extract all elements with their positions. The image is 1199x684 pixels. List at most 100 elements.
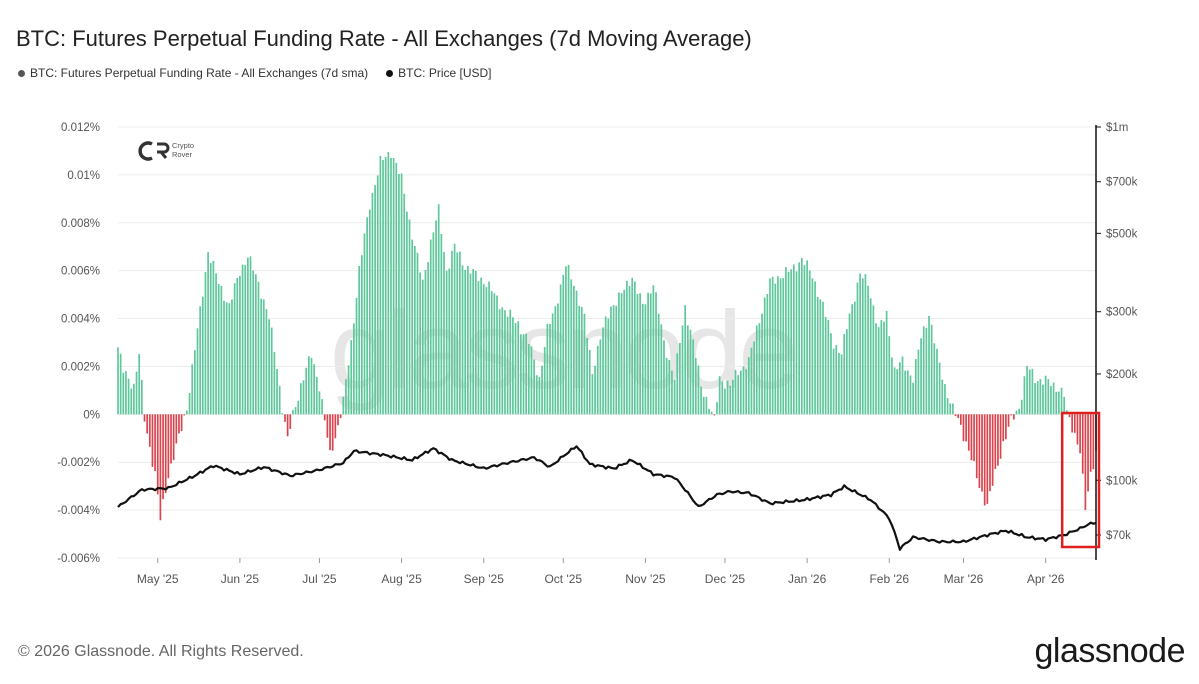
funding-bar bbox=[520, 334, 522, 415]
funding-bar bbox=[448, 268, 451, 415]
funding-bar bbox=[806, 260, 808, 415]
funding-bar bbox=[186, 410, 188, 415]
funding-bar bbox=[970, 414, 973, 461]
funding-bar bbox=[554, 306, 557, 415]
funding-bar bbox=[323, 414, 326, 421]
funding-bar bbox=[353, 323, 355, 415]
funding-bar bbox=[999, 414, 1002, 459]
watermark: glassnode bbox=[330, 289, 796, 412]
funding-bar bbox=[588, 350, 591, 415]
legend-label-funding-rate: BTC: Futures Perpetual Funding Rate - Al… bbox=[30, 66, 369, 80]
left-tick-label: 0.002% bbox=[61, 361, 100, 373]
legend-item-funding-rate[interactable]: BTC: Futures Perpetual Funding Rate - Al… bbox=[18, 66, 368, 80]
left-tick-label: 0.01% bbox=[67, 170, 100, 182]
funding-bar bbox=[920, 338, 922, 415]
funding-bar bbox=[586, 337, 588, 415]
legend-item-price[interactable]: BTC: Price [USD] bbox=[386, 66, 492, 80]
funding-bar bbox=[538, 377, 541, 415]
funding-bar bbox=[655, 292, 657, 415]
funding-bar bbox=[403, 193, 406, 415]
funding-bar bbox=[739, 370, 742, 415]
x-tick-label: Jun '25 bbox=[221, 572, 260, 586]
funding-bar bbox=[729, 385, 732, 415]
funding-bar bbox=[846, 329, 848, 415]
funding-bar bbox=[358, 266, 361, 415]
funding-bar bbox=[461, 265, 464, 415]
funding-bar bbox=[543, 347, 546, 415]
funding-bar bbox=[859, 273, 861, 415]
funding-bar bbox=[239, 275, 241, 415]
funding-bar bbox=[151, 414, 154, 467]
funding-bar bbox=[342, 396, 345, 415]
left-tick-label: 0.004% bbox=[61, 314, 100, 326]
funding-bar bbox=[1047, 379, 1050, 415]
funding-bar bbox=[774, 283, 777, 415]
funding-bar bbox=[191, 364, 194, 415]
funding-bar bbox=[178, 414, 180, 434]
funding-bar bbox=[946, 398, 949, 415]
funding-bar bbox=[803, 265, 806, 415]
funding-bar bbox=[1073, 414, 1076, 433]
funding-bar bbox=[1023, 376, 1026, 415]
funding-bar bbox=[565, 266, 567, 415]
funding-bar bbox=[1092, 414, 1095, 470]
funding-bar bbox=[1034, 383, 1036, 415]
funding-bar bbox=[1031, 368, 1034, 415]
funding-bar bbox=[207, 252, 209, 415]
legend-label-price: BTC: Price [USD] bbox=[398, 66, 492, 80]
funding-bar bbox=[1081, 414, 1084, 474]
funding-bar bbox=[973, 414, 975, 462]
funding-bar bbox=[254, 274, 257, 415]
funding-bar bbox=[297, 400, 300, 415]
funding-bar bbox=[883, 321, 885, 415]
funding-bar bbox=[217, 283, 220, 415]
funding-bar bbox=[493, 293, 496, 415]
funding-bar bbox=[398, 173, 400, 415]
funding-bar bbox=[366, 217, 368, 415]
funding-bar bbox=[331, 414, 334, 451]
funding-bar bbox=[684, 305, 687, 415]
highlight-box bbox=[1060, 411, 1101, 549]
funding-bar bbox=[692, 339, 694, 415]
right-tick-label: $100k bbox=[1106, 475, 1138, 487]
funding-bar bbox=[583, 313, 586, 415]
funding-bar bbox=[464, 269, 467, 415]
funding-bar bbox=[406, 211, 408, 415]
x-tick-label: Jul '25 bbox=[302, 572, 337, 586]
funding-bar bbox=[962, 414, 965, 442]
funding-bar bbox=[432, 232, 435, 415]
funding-bar bbox=[268, 319, 270, 415]
funding-bar bbox=[496, 295, 498, 415]
funding-bar bbox=[262, 299, 265, 415]
funding-bar bbox=[981, 414, 983, 492]
funding-bar bbox=[257, 281, 260, 415]
right-tick-label: $200k bbox=[1106, 369, 1138, 381]
funding-bar bbox=[233, 283, 236, 415]
funding-bar bbox=[506, 316, 509, 415]
funding-bar bbox=[371, 192, 374, 415]
funding-bar bbox=[877, 327, 880, 415]
funding-bar bbox=[912, 382, 914, 415]
funding-bar bbox=[286, 414, 289, 437]
x-tick-label: Apr '26 bbox=[1027, 572, 1065, 586]
funding-bar bbox=[265, 309, 268, 415]
funding-bar bbox=[753, 341, 755, 415]
funding-bar bbox=[148, 414, 151, 447]
funding-bar bbox=[602, 327, 604, 415]
funding-bar bbox=[278, 385, 281, 415]
funding-bar bbox=[350, 340, 353, 415]
funding-bar bbox=[1079, 414, 1081, 454]
funding-bar bbox=[647, 292, 649, 415]
funding-bar bbox=[853, 301, 856, 415]
funding-bar bbox=[793, 264, 795, 415]
funding-bar bbox=[411, 239, 414, 415]
funding-bar bbox=[864, 274, 867, 415]
right-tick-label: $300k bbox=[1106, 307, 1138, 319]
legend-dot-price bbox=[386, 69, 394, 77]
funding-bar bbox=[188, 393, 191, 415]
funding-bar bbox=[737, 375, 740, 415]
funding-bar bbox=[983, 414, 986, 506]
funding-bar bbox=[196, 328, 199, 415]
funding-bar bbox=[795, 271, 798, 415]
funding-bar bbox=[1076, 414, 1079, 445]
